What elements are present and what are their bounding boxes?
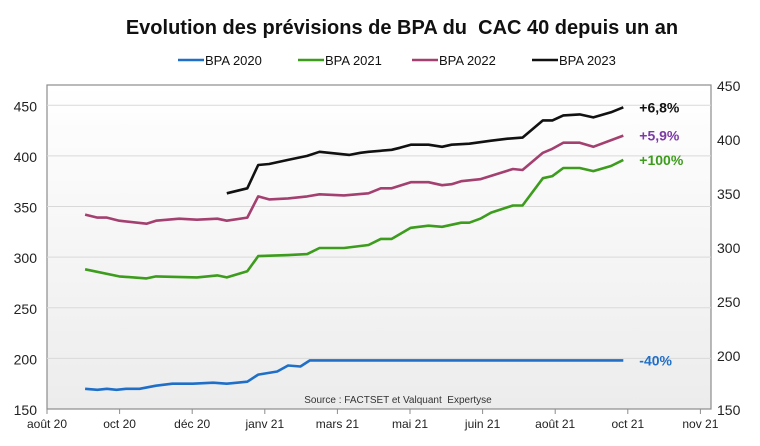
x-tick-label: mai 21 — [392, 417, 428, 431]
x-tick-label: oct 21 — [611, 417, 644, 431]
x-tick-label: juin 21 — [464, 417, 501, 431]
series-line-bpa-2020 — [84, 359, 624, 392]
y-axis-left: 150 200 250 300 350 400 450 — [14, 98, 38, 418]
legend-label: BPA 2023 — [559, 53, 616, 68]
x-tick-label: nov 21 — [682, 417, 718, 431]
y2-tick-label: 150 — [717, 402, 741, 418]
series-end-label: +5,9% — [639, 128, 680, 144]
y2-tick-label: 450 — [717, 78, 741, 94]
x-tick-label: déc 20 — [174, 417, 210, 431]
y2-tick-label: 350 — [717, 186, 741, 202]
plot-area — [46, 84, 712, 410]
series-end-label: +100% — [639, 152, 684, 168]
y-tick-label: 450 — [14, 98, 38, 114]
series-end-label: +6,8% — [639, 99, 680, 115]
legend: BPA 2020 BPA 2021 BPA 2022 BPA 2023 — [178, 53, 616, 68]
y-tick-label: 400 — [14, 149, 38, 165]
series-line-bpa-2022 — [84, 134, 624, 225]
series-line-bpa-2021 — [84, 158, 624, 280]
series-end-label: -40% — [639, 352, 672, 368]
source-note: Source : FACTSET et Valquant Expertyse — [304, 395, 492, 406]
x-tick-label: oct 20 — [103, 417, 136, 431]
y-tick-label: 250 — [14, 301, 38, 317]
series-lines — [84, 106, 624, 392]
y2-tick-label: 250 — [717, 294, 741, 310]
x-tick-label: août 20 — [27, 417, 67, 431]
y-axis-right: 150 200 250 300 350 400 450 — [717, 78, 741, 418]
chart-title: Evolution des prévisions de BPA du CAC 4… — [126, 17, 678, 39]
y-tick-label: 350 — [14, 200, 38, 216]
series-end-labels: -40% +100% +5,9% +6,8% — [639, 99, 684, 368]
x-tick-label: mars 21 — [316, 417, 360, 431]
y2-tick-label: 200 — [717, 348, 741, 364]
x-axis: août 20 oct 20 déc 20 janv 21 mars 21 mai 21 j… — [27, 409, 719, 431]
series-line-bpa-2023 — [226, 106, 624, 195]
y-tick-label: 200 — [14, 351, 38, 367]
x-tick-label: août 21 — [535, 417, 575, 431]
y2-tick-label: 400 — [717, 132, 741, 148]
y-tick-label: 150 — [14, 402, 38, 418]
y2-tick-label: 300 — [717, 240, 741, 256]
legend-label: BPA 2022 — [439, 53, 496, 68]
legend-label: BPA 2020 — [205, 53, 262, 68]
x-tick-label: janv 21 — [244, 417, 284, 431]
y-tick-label: 300 — [14, 250, 38, 266]
gridlines — [47, 104, 711, 359]
legend-label: BPA 2021 — [325, 53, 382, 68]
